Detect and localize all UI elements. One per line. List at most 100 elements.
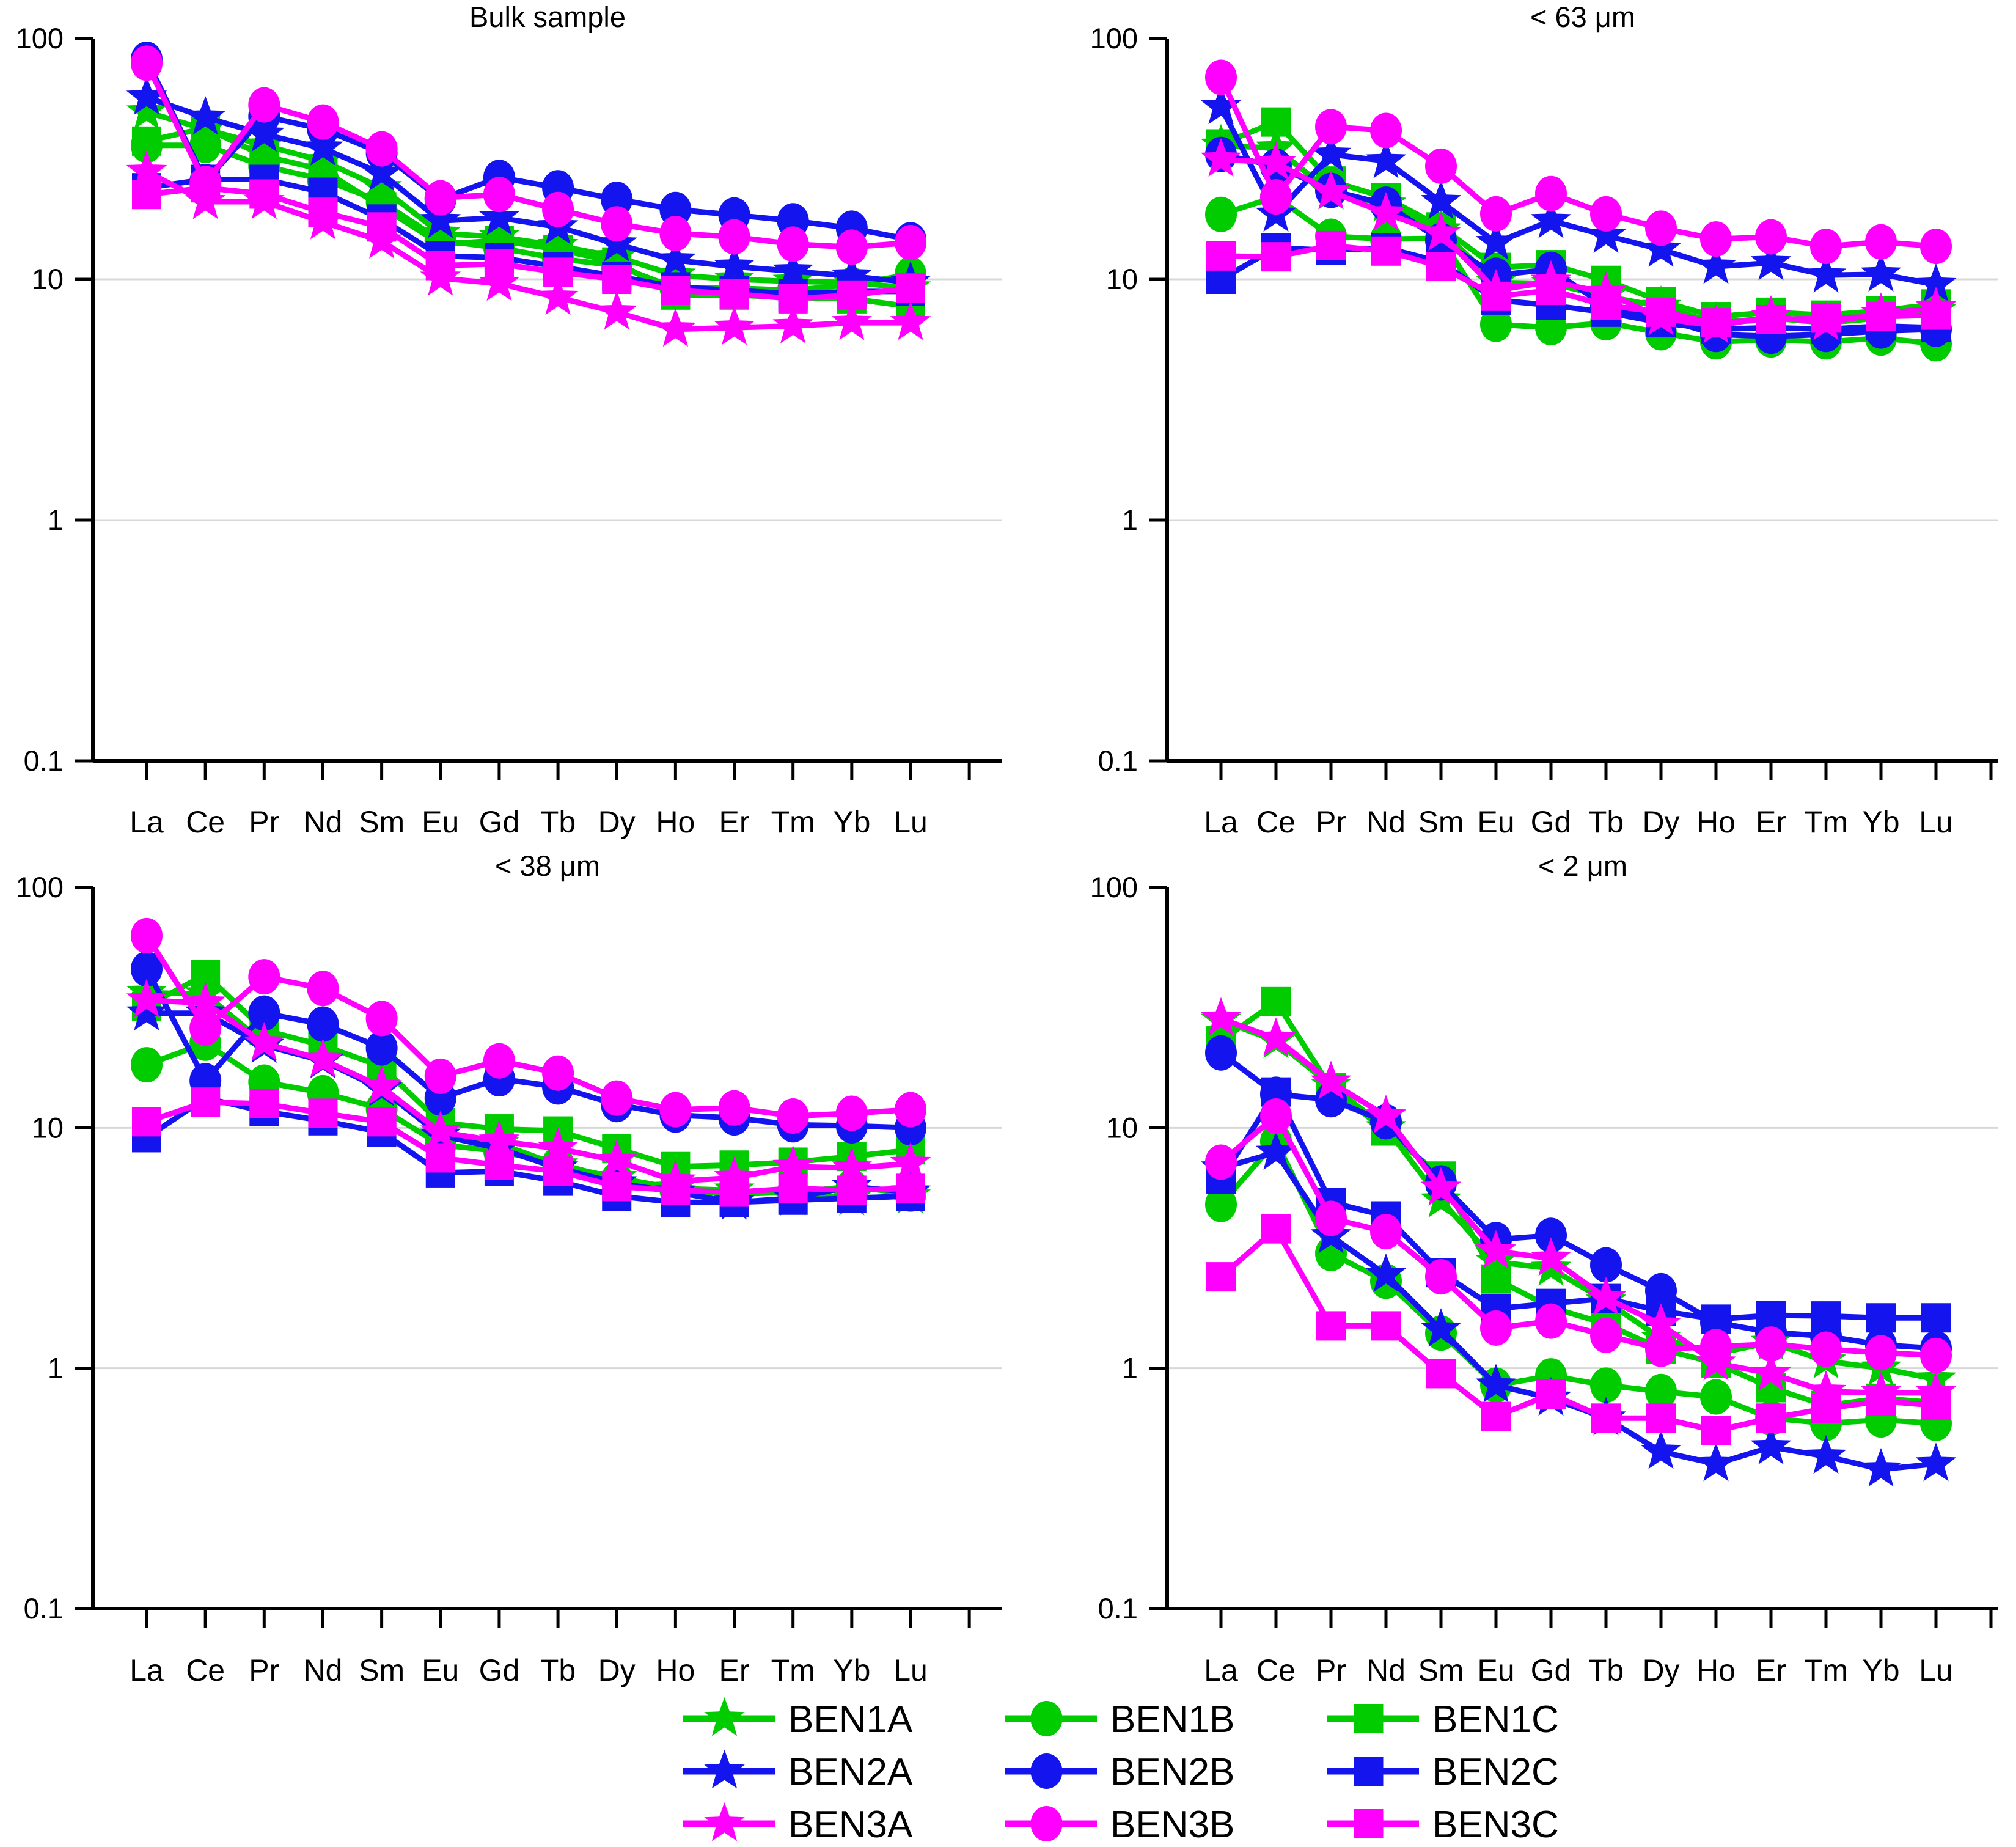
marker-circle	[1030, 1806, 1063, 1841]
marker-circle	[1865, 224, 1897, 260]
x-category-label: Tb	[540, 805, 576, 839]
marker-circle	[1810, 229, 1842, 265]
marker-star	[655, 307, 696, 347]
x-category-label: La	[130, 805, 164, 839]
marker-circle	[365, 1001, 398, 1037]
marker-square	[1354, 1757, 1384, 1786]
y-tick-label: 10	[32, 1111, 64, 1144]
x-category-label: Tm	[1804, 1653, 1848, 1687]
x-category-label: Er	[1756, 1653, 1786, 1687]
marker-square	[1316, 1311, 1346, 1341]
marker-circle	[1645, 1373, 1677, 1409]
marker-square	[308, 197, 338, 227]
marker-circle	[1370, 1214, 1402, 1250]
marker-star	[1365, 1253, 1407, 1292]
marker-square	[367, 1107, 397, 1137]
marker-circle	[1030, 1753, 1063, 1789]
series-BEN3C	[132, 173, 925, 314]
marker-square	[1921, 300, 1951, 330]
marker-circle	[1700, 1379, 1732, 1415]
marker-star	[126, 150, 167, 189]
marker-star	[1695, 1442, 1737, 1482]
legend-item-BEN2B: BEN2B	[1005, 1751, 1234, 1793]
marker-square	[1701, 1416, 1731, 1445]
marker-square	[367, 212, 397, 242]
x-category-label: Ho	[656, 805, 695, 839]
x-category-label: Tb	[1588, 805, 1624, 839]
series-line-BEN3A	[144, 997, 914, 1184]
x-category-label: Dy	[598, 1653, 636, 1687]
marker-star	[772, 304, 813, 343]
marker-star	[1915, 263, 1957, 303]
marker-star	[1750, 241, 1792, 281]
legend-label: BEN3A	[788, 1804, 913, 1846]
y-tick-label: 10	[1106, 1111, 1138, 1144]
marker-square	[1756, 1403, 1786, 1433]
marker-circle	[601, 1080, 633, 1116]
series-BEN3B	[1205, 1098, 1952, 1373]
legend-label: BEN3B	[1110, 1804, 1234, 1846]
marker-star	[890, 301, 931, 340]
marker-star	[1640, 1430, 1682, 1469]
marker-circle	[1755, 1326, 1787, 1362]
marker-circle	[542, 1055, 574, 1091]
legend-label: BEN1C	[1432, 1698, 1559, 1741]
marker-circle	[424, 180, 456, 216]
x-category-label: Sm	[359, 1653, 405, 1687]
x-category-label: Gd	[479, 1653, 520, 1687]
marker-square	[1866, 302, 1896, 332]
marker-circle	[1865, 1335, 1897, 1371]
panel-bulk-sample: 100 10 1 0.1 La Ce Pr Nd Sm Eu Gd Tb Dy Ho Er Tm Yb Lu Bul…	[16, 1, 1002, 839]
marker-circle	[718, 1090, 750, 1126]
legend-label: BEN2A	[788, 1751, 913, 1793]
marker-square	[1701, 308, 1731, 338]
marker-star	[537, 1127, 579, 1166]
marker-circle	[1700, 1329, 1732, 1365]
marker-square	[1261, 107, 1291, 137]
marker-circle	[1205, 1186, 1237, 1222]
panel-title: Bulk sample	[469, 1, 626, 33]
marker-star	[1640, 1303, 1682, 1342]
panel-title: < 2 μm	[1538, 850, 1627, 882]
y-tick-label: 100	[1090, 871, 1138, 903]
marker-square	[1354, 1704, 1384, 1733]
series-BEN2C	[1206, 1077, 1951, 1334]
marker-circle	[483, 177, 515, 213]
series-BEN3C	[1206, 230, 1951, 338]
marker-circle	[424, 1058, 456, 1094]
marker-star	[1860, 252, 1902, 292]
y-tick-label: 0.1	[24, 744, 64, 777]
x-category-label: Ce	[1256, 805, 1296, 839]
x-category-label: Pr	[1316, 805, 1346, 839]
marker-square	[719, 279, 749, 309]
marker-circle	[365, 1030, 398, 1066]
marker-square	[1811, 1394, 1841, 1423]
x-category-label: Tm	[771, 1653, 815, 1687]
marker-star	[596, 290, 637, 330]
marker-circle	[542, 191, 574, 227]
legend: BEN1A BEN1B BEN1C BEN2A BEN2B BEN2C BEN3A BEN3B…	[683, 1697, 1559, 1846]
marker-circle	[601, 182, 633, 218]
marker-circle	[1205, 196, 1237, 232]
marker-circle	[895, 224, 926, 260]
x-category-label: Gd	[1531, 1653, 1572, 1687]
legend-label: BEN1A	[788, 1698, 913, 1741]
marker-circle	[1205, 59, 1237, 95]
marker-star	[1695, 245, 1737, 284]
marker-star	[772, 1145, 813, 1184]
x-category-label: Nd	[1366, 1653, 1406, 1687]
marker-star	[1475, 221, 1517, 260]
marker-star	[126, 991, 167, 1030]
legend-item-BEN2C: BEN2C	[1327, 1751, 1559, 1793]
marker-square	[661, 1175, 691, 1205]
marker-circle	[659, 216, 692, 252]
marker-square	[543, 257, 573, 287]
y-tick-label: 1	[1122, 1352, 1138, 1384]
marker-square	[778, 284, 808, 314]
marker-square	[425, 1143, 455, 1173]
marker-star	[478, 196, 520, 235]
marker-circle	[1810, 1331, 1842, 1367]
series-BEN3C	[1206, 1214, 1951, 1445]
marker-circle	[248, 995, 280, 1031]
